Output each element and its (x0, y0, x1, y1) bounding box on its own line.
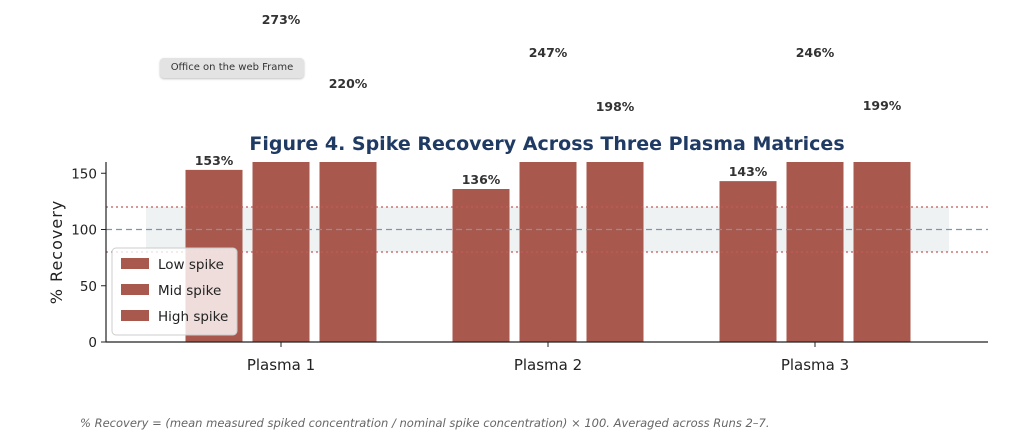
footnote: % Recovery = (mean measured spiked conce… (80, 416, 770, 430)
x-tick-label: Plasma 3 (781, 356, 849, 374)
value-label: 143% (729, 164, 768, 179)
y-tick-label: 100 (71, 223, 97, 239)
value-label: 198% (596, 99, 635, 114)
x-tick-label: Plasma 2 (514, 356, 582, 374)
bar-mid-spike-3 (786, 162, 844, 342)
axes-layer: 0 50 100 150 Plasma 1 Plasma 2 Plasma 3 (71, 162, 988, 374)
legend-swatch (121, 258, 149, 269)
legend[interactable]: Low spike Mid spike High spike (111, 247, 238, 336)
legend-label: Mid spike (158, 283, 221, 299)
legend-swatch (121, 310, 149, 321)
legend-label: High spike (158, 309, 228, 325)
x-tick-label: Plasma 1 (247, 356, 315, 374)
y-tick-label: 0 (88, 335, 97, 351)
value-label: 247% (529, 45, 568, 60)
bar-low-spike-3 (719, 181, 777, 342)
legend-label: Low spike (158, 257, 224, 273)
office-frame-tag: Office on the web Frame (160, 58, 304, 78)
value-label: 153% (195, 153, 234, 168)
y-tick-label: 150 (71, 166, 97, 182)
value-labels-layer: 153% 136% 143% 273% 247% 246% 220% 198% 199% (195, 12, 902, 187)
legend-swatch (121, 284, 149, 295)
bar-high-spike-2 (586, 162, 644, 342)
spike-recovery-chart: Figure 4. Spike Recovery Across Three Pl… (47, 12, 988, 374)
chart-title: Figure 4. Spike Recovery Across Three Pl… (249, 133, 844, 155)
value-label: 273% (262, 12, 301, 27)
bar-low-spike-2 (452, 189, 510, 342)
y-axis-title: % Recovery (47, 200, 66, 304)
value-label: 199% (863, 98, 902, 113)
reference-lines-layer (106, 206, 988, 253)
value-label: 246% (796, 45, 835, 60)
value-label: 220% (329, 76, 368, 91)
y-tick-label: 50 (80, 279, 97, 295)
value-label: 136% (462, 172, 501, 187)
